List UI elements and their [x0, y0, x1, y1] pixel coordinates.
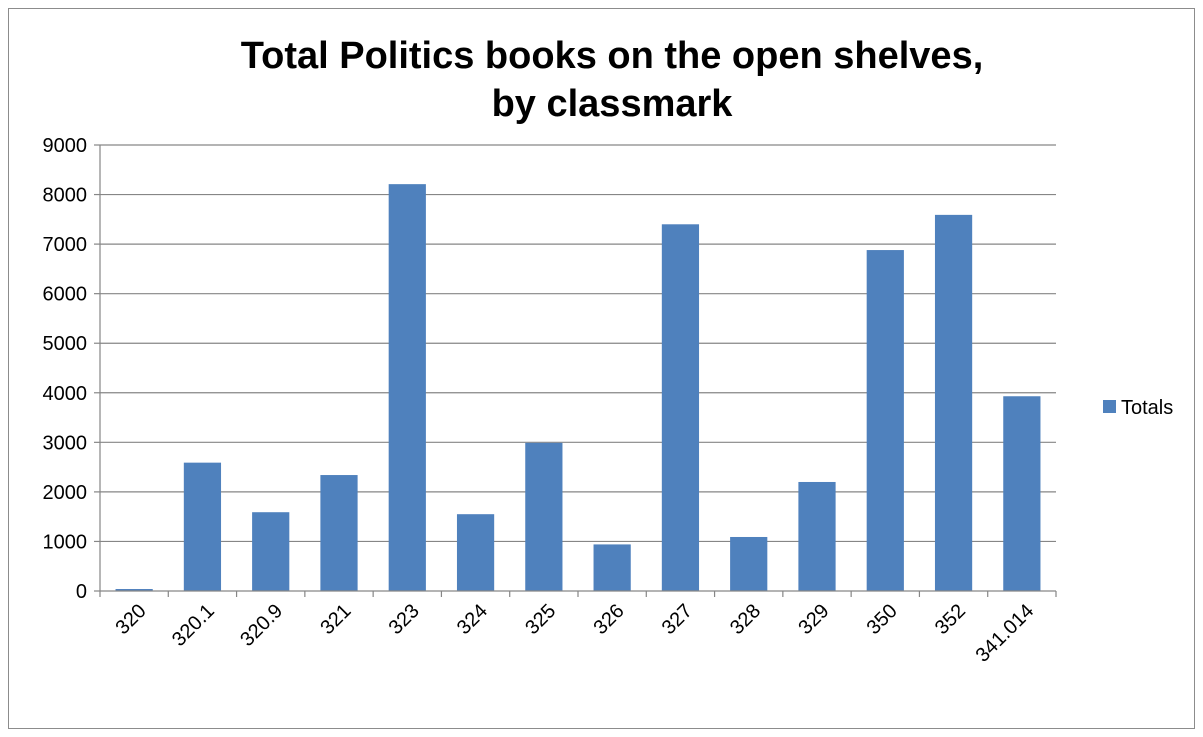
chart-title-line-1: Total Politics books on the open shelves…	[240, 35, 984, 77]
x-tick-label: 327	[658, 600, 697, 639]
x-tick-label: 320	[111, 600, 150, 639]
y-tick-label: 3000	[43, 432, 88, 454]
x-tick-label: 320.1	[168, 600, 219, 651]
legend-label: Totals	[1121, 397, 1173, 419]
y-tick-label: 0	[76, 581, 87, 603]
gridlines	[100, 144, 1056, 543]
bar	[456, 514, 495, 591]
legend: Totals	[1103, 397, 1173, 419]
x-tick-label: 341.014	[972, 600, 1039, 667]
y-tick-label: 8000	[43, 185, 88, 207]
x-tick-label: 324	[453, 600, 492, 639]
bar	[1003, 396, 1041, 591]
bars	[115, 184, 1041, 592]
y-tick-label: 9000	[43, 135, 88, 157]
y-tick-label: 4000	[43, 383, 88, 405]
y-tick-label: 7000	[43, 234, 88, 256]
bar	[593, 544, 631, 591]
bar	[866, 250, 904, 591]
axes	[94, 144, 1057, 597]
bar	[730, 536, 768, 591]
bar	[525, 442, 563, 591]
legend-swatch	[1103, 400, 1116, 413]
y-tick-label: 2000	[43, 482, 88, 504]
bar	[115, 589, 153, 591]
chart-title: Total Politics books on the open shelves…	[0, 32, 1203, 128]
bar	[388, 184, 426, 591]
x-tick-label: 323	[385, 600, 424, 639]
x-tick-label: 326	[589, 600, 628, 639]
x-tick-label: 320.9	[236, 600, 287, 651]
bar	[252, 512, 290, 591]
x-tick-label: 321	[316, 600, 355, 639]
bar	[320, 475, 358, 591]
x-tick-label: 325	[521, 600, 560, 639]
bar	[183, 462, 222, 591]
chart-frame	[8, 8, 1195, 729]
x-tick-label: 350	[863, 600, 902, 639]
x-tick-label: 329	[794, 600, 833, 639]
x-tick-label: 352	[931, 600, 970, 639]
y-tick-label: 5000	[43, 333, 88, 355]
y-tick-label: 6000	[43, 284, 88, 306]
bar	[661, 224, 700, 592]
bar	[798, 481, 836, 591]
y-tick-label: 1000	[43, 531, 88, 553]
chart-title-line-2: by classmark	[491, 83, 733, 125]
bar	[934, 214, 973, 591]
x-tick-label: 328	[726, 600, 765, 639]
